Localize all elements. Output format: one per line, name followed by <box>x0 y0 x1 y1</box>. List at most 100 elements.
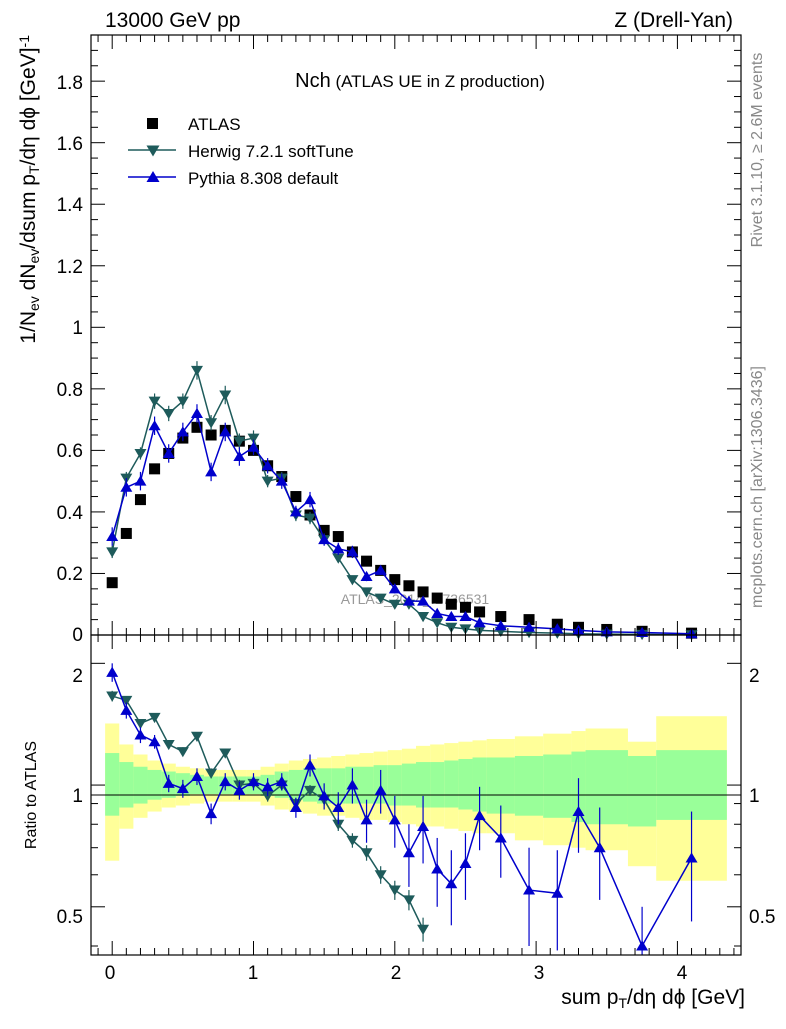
data-point-pythia <box>459 610 472 622</box>
ratio-point-pythia <box>205 807 218 819</box>
y-tick-label: 0.6 <box>57 441 83 462</box>
data-point-herwig <box>332 553 345 564</box>
plot-title: Nch (ATLAS UE in Z production) <box>295 70 545 92</box>
y-tick-label: 2 <box>72 666 83 687</box>
data-point-pythia <box>148 420 161 431</box>
data-point-pythia <box>388 583 401 594</box>
data-point-pythia <box>374 564 387 575</box>
ratio-band-inner <box>105 753 120 816</box>
x-tick-label: 4 <box>677 963 688 984</box>
ratio-point-pythia <box>572 805 585 817</box>
ratio-point-pythia <box>431 863 444 874</box>
ratio-point-pythia <box>636 940 649 951</box>
data-point-pythia <box>134 475 147 486</box>
data-point-pythia <box>205 466 218 477</box>
data-point-pythia <box>120 481 133 492</box>
legend-marker-pythia <box>146 171 160 182</box>
ratio-point-pythia <box>374 784 387 795</box>
data-point-pythia <box>275 475 288 486</box>
data-point-herwig <box>148 396 161 407</box>
ratio-point-herwig <box>388 885 401 896</box>
ratio-point-herwig <box>346 835 359 847</box>
data-point-atlas <box>474 606 486 618</box>
ratio-point-herwig <box>176 747 189 758</box>
data-point-atlas <box>332 531 344 543</box>
x-tick-label: 0 <box>105 963 116 984</box>
y-tick-labels-main: 0 0.2 0.4 0.6 0.8 1 1.2 1.4 1.6 1.8 <box>57 73 84 646</box>
ratio-point-herwig <box>134 718 147 730</box>
ratio-point-herwig <box>332 819 345 830</box>
series-line-pythia <box>111 411 692 635</box>
data-point-pythia <box>445 610 458 622</box>
ratio-band-inner <box>627 755 657 827</box>
data-point-atlas <box>318 524 330 536</box>
ratio-point-pythia <box>417 820 430 831</box>
data-point-pythia <box>289 506 302 517</box>
ratio-band-inner <box>401 763 416 806</box>
legend: ATLAS Herwig 7.2.1 softTune Pythia 8.308… <box>128 115 354 188</box>
header-left: 13000 GeV pp <box>105 9 240 32</box>
ratio-band-inner <box>514 755 544 816</box>
x-tick-label: 1 <box>248 963 259 984</box>
data-point-pythia <box>190 407 203 418</box>
y-tick-labels-ratio: 0.5 1 2 0.5 1 2 <box>57 666 776 928</box>
data-point-herwig <box>247 433 260 444</box>
ratio-band-inner <box>119 762 134 808</box>
data-point-atlas <box>134 494 146 506</box>
legend-label-pythia: Pythia 8.308 default <box>188 169 339 188</box>
ratio-point-herwig <box>417 924 430 935</box>
data-point-atlas <box>120 527 132 539</box>
data-point-herwig <box>162 408 175 420</box>
ratio-point-herwig <box>120 695 133 707</box>
ratio-band-inner <box>359 766 374 804</box>
data-point-atlas <box>417 586 429 598</box>
ratio-point-pythia <box>593 842 606 853</box>
x-tick-label: 2 <box>391 963 402 984</box>
ratio-point-pythia <box>261 781 274 792</box>
ratio-point-pythia <box>459 857 472 868</box>
ratio-band-inner <box>133 766 148 804</box>
data-point-atlas <box>389 574 401 586</box>
data-point-pythia <box>219 426 232 437</box>
data-point-pythia <box>304 493 317 505</box>
ratio-band-inner <box>430 762 445 808</box>
y-tick-label: 1.2 <box>57 257 83 278</box>
ratio-point-pythia <box>388 814 401 825</box>
data-point-herwig <box>176 396 189 407</box>
ratio-band-inner <box>486 757 515 814</box>
data-point-pythia <box>473 616 486 628</box>
ratio-panel-series <box>106 663 698 955</box>
data-point-herwig <box>388 599 401 610</box>
data-point-pythia <box>346 546 359 557</box>
y-tick-label: 0 <box>72 625 83 646</box>
data-point-pythia <box>402 595 415 606</box>
ratio-point-herwig <box>304 785 317 797</box>
ratio-band-inner <box>204 776 219 795</box>
ratio-point-pythia <box>551 887 564 898</box>
y-tick-label: 0.4 <box>57 503 84 524</box>
data-point-atlas <box>290 491 302 503</box>
data-point-pythia <box>431 607 444 618</box>
legend-label-herwig: Herwig 7.2.1 softTune <box>188 142 354 161</box>
ratio-band-inner <box>288 769 303 800</box>
ratio-point-herwig <box>162 739 175 751</box>
y-axis-label-main: 1/Nev dNev/dsum pT/dη dϕ [GeV]-1 <box>16 35 42 344</box>
ratio-point-pythia <box>219 775 232 787</box>
legend-marker-herwig <box>146 145 160 157</box>
data-point-atlas <box>403 580 415 592</box>
data-point-herwig <box>134 448 147 460</box>
data-point-atlas <box>431 592 443 604</box>
x-tick-label: 3 <box>534 963 545 984</box>
y-tick-label: 1.4 <box>57 195 84 216</box>
ratio-point-pythia <box>523 884 536 895</box>
data-point-atlas <box>149 463 161 475</box>
ratio-band-inner <box>458 758 473 810</box>
data-point-atlas <box>523 614 535 626</box>
rivet-version-label: Rivet 3.1.10, ≥ 2.6M events <box>749 53 766 248</box>
y-tick-label: 0.8 <box>57 380 83 401</box>
data-point-atlas <box>205 429 217 441</box>
main-panel-series <box>106 361 698 641</box>
ratio-point-herwig <box>205 768 218 779</box>
y-tick-label: 0.5 <box>57 907 83 928</box>
